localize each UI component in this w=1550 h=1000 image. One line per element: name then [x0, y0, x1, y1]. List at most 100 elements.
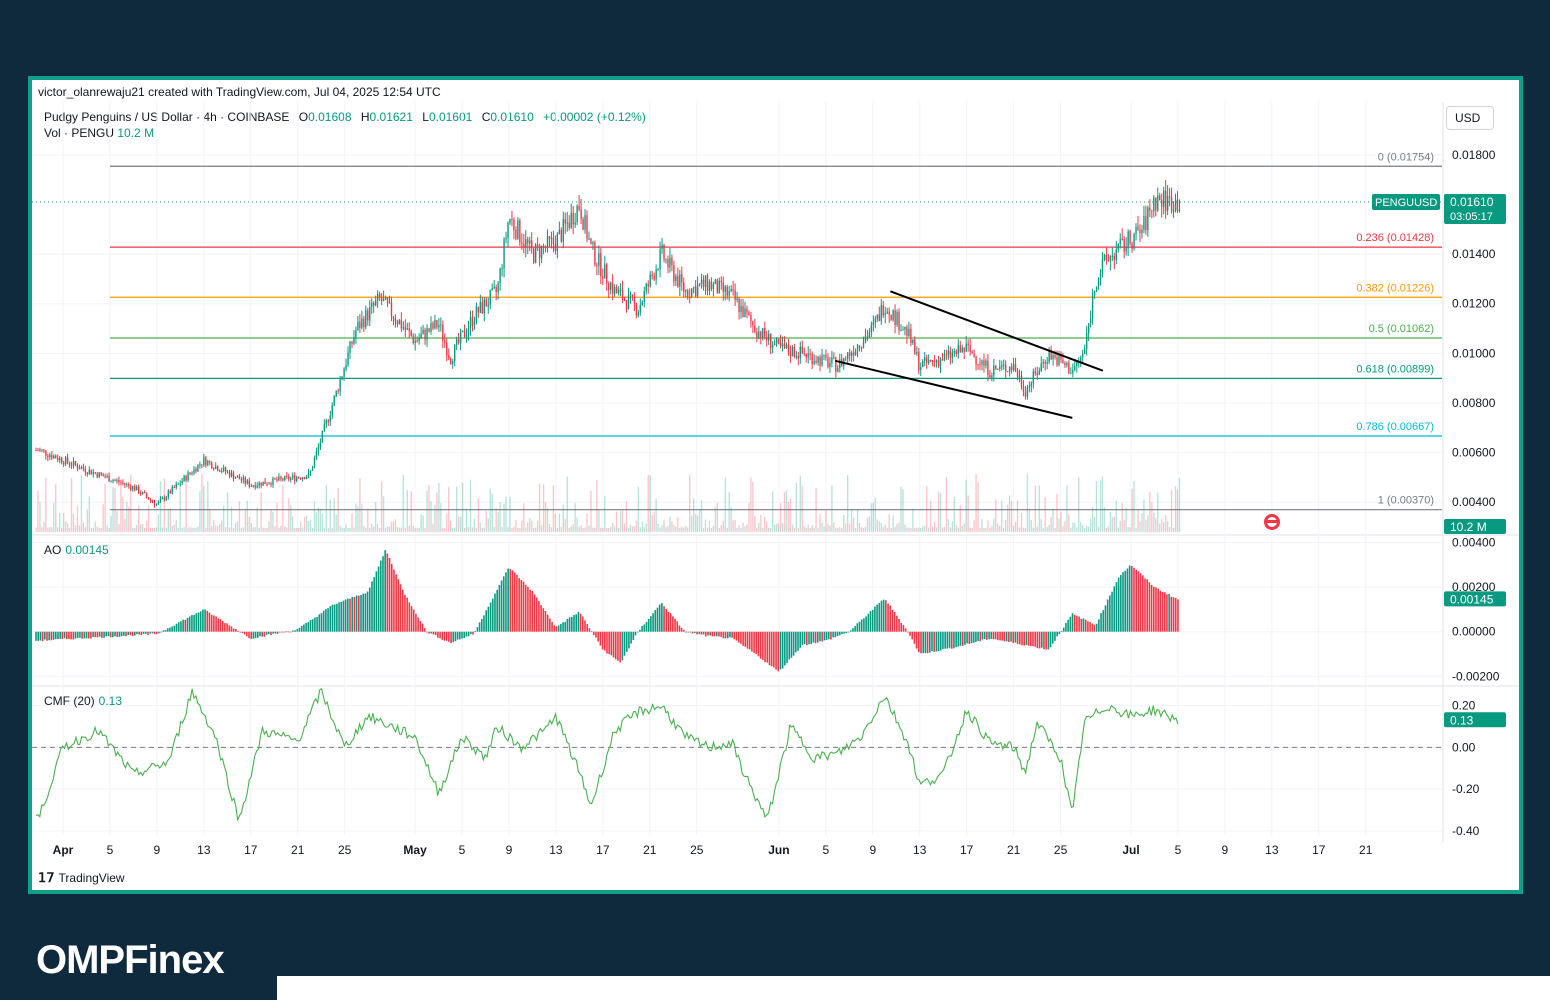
volume-bar — [546, 507, 549, 532]
candle-body — [493, 287, 495, 289]
ao-histogram-bar — [338, 602, 340, 632]
volume-bar — [299, 521, 302, 532]
ao-histogram-bar — [953, 631, 955, 649]
time-axis-tick: 9 — [1222, 843, 1229, 857]
volume-bar — [260, 491, 262, 532]
candle-body — [698, 284, 701, 286]
candle-body — [132, 486, 134, 490]
ao-histogram-bar — [931, 631, 933, 651]
candle-body — [702, 279, 705, 287]
ao-histogram-bar — [160, 631, 162, 633]
ao-histogram-bar — [393, 569, 395, 632]
volume-bar — [495, 508, 497, 532]
volume-bar — [1149, 492, 1151, 532]
candle-body — [41, 449, 43, 451]
ao-histogram-bar — [885, 600, 887, 632]
volume-bar — [752, 481, 754, 532]
candle-body — [282, 478, 284, 481]
candle-body — [432, 323, 434, 329]
volume-bar — [371, 523, 373, 532]
ao-histogram-bar — [171, 626, 173, 632]
candle-body — [799, 346, 801, 359]
ao-histogram-bar — [439, 631, 441, 639]
volume-bar — [100, 527, 102, 532]
time-axis-tick: 9 — [869, 843, 876, 857]
candle-body — [1020, 376, 1023, 387]
ao-histogram-bar — [1036, 631, 1039, 649]
candle-body — [623, 299, 626, 301]
ao-legend[interactable]: AO 0.00145 — [44, 543, 109, 557]
volume-bar — [1091, 506, 1094, 532]
ao-histogram-bar — [680, 627, 683, 632]
ao-histogram-bar — [61, 631, 64, 640]
volume-bar — [1129, 526, 1131, 532]
candle-body — [102, 474, 104, 477]
volume-bar — [572, 523, 574, 532]
volume-bar — [218, 524, 221, 532]
candle-body — [906, 326, 908, 336]
volume-bar — [758, 522, 760, 532]
ao-histogram-bar — [145, 631, 147, 634]
volume-legend[interactable]: Vol · PENGU 10.2 M — [44, 126, 154, 140]
volume-bar — [120, 485, 122, 532]
candle-body — [912, 339, 914, 343]
ao-histogram-bar — [854, 626, 856, 632]
symbol-legend[interactable]: Pudgy Penguins / US Dollar · 4h · COINBA… — [44, 110, 646, 124]
candle-body — [722, 282, 724, 292]
ao-histogram-bar — [1073, 614, 1076, 632]
currency-button[interactable]: USD — [1446, 106, 1494, 130]
candle-body — [35, 450, 37, 452]
candle-body — [467, 328, 470, 335]
candle-body — [343, 369, 345, 377]
volume-bar — [1054, 527, 1056, 532]
ao-histogram-bar — [764, 631, 766, 663]
candle-body — [179, 483, 181, 485]
candle-body — [353, 337, 355, 344]
volume-bar — [1107, 526, 1110, 532]
candle-body — [633, 296, 636, 304]
ao-histogram-bar — [762, 631, 764, 660]
candle-body — [728, 291, 730, 296]
ao-histogram-bar — [81, 631, 83, 639]
candle-body — [769, 333, 772, 348]
ao-histogram-bar — [590, 631, 593, 633]
ao-histogram-bar — [1100, 613, 1102, 632]
candle-body — [337, 390, 339, 392]
volume-bar — [985, 527, 987, 532]
ao-histogram-bar — [166, 628, 169, 632]
ao-histogram-bar — [256, 631, 259, 638]
ao-histogram-bar — [632, 631, 635, 640]
price-axis-tick: 0.00400 — [1452, 495, 1496, 509]
candle-body — [785, 344, 788, 349]
candle-body — [775, 338, 778, 344]
volume-bar — [355, 503, 357, 532]
price-chart[interactable]: 0 (0.01754)0.236 (0.01428)0.382 (0.01226… — [32, 80, 1519, 890]
candle-body — [872, 322, 875, 325]
cmf-axis-tick: 0.20 — [1452, 699, 1476, 713]
candle-body — [730, 289, 732, 292]
volume-bar — [920, 527, 922, 532]
ao-histogram-bar — [630, 631, 632, 644]
tradingview-logo[interactable]: 𝟣𝟩 TradingView — [38, 870, 125, 886]
volume-bar — [1125, 507, 1127, 532]
ao-histogram-bar — [461, 631, 463, 639]
candle-body — [106, 475, 108, 478]
candle-body — [256, 485, 258, 488]
volume-bar — [1115, 500, 1117, 532]
volume-bar — [477, 498, 480, 532]
volume-bar — [663, 520, 665, 532]
cmf-legend[interactable]: CMF (20) 0.13 — [44, 694, 122, 708]
candle-body — [590, 238, 592, 244]
candle-body — [829, 363, 831, 367]
ao-histogram-bar — [57, 631, 59, 639]
volume-bar — [973, 520, 975, 532]
volume-bar — [1170, 490, 1173, 532]
volume-bar — [102, 504, 104, 532]
ao-histogram-bar — [935, 631, 938, 652]
volume-bar — [805, 527, 807, 532]
volume-bar — [576, 517, 578, 532]
volume-bar — [649, 474, 651, 532]
volume-bar — [718, 527, 721, 532]
volume-bar — [625, 500, 628, 532]
volume-bar — [469, 479, 472, 532]
